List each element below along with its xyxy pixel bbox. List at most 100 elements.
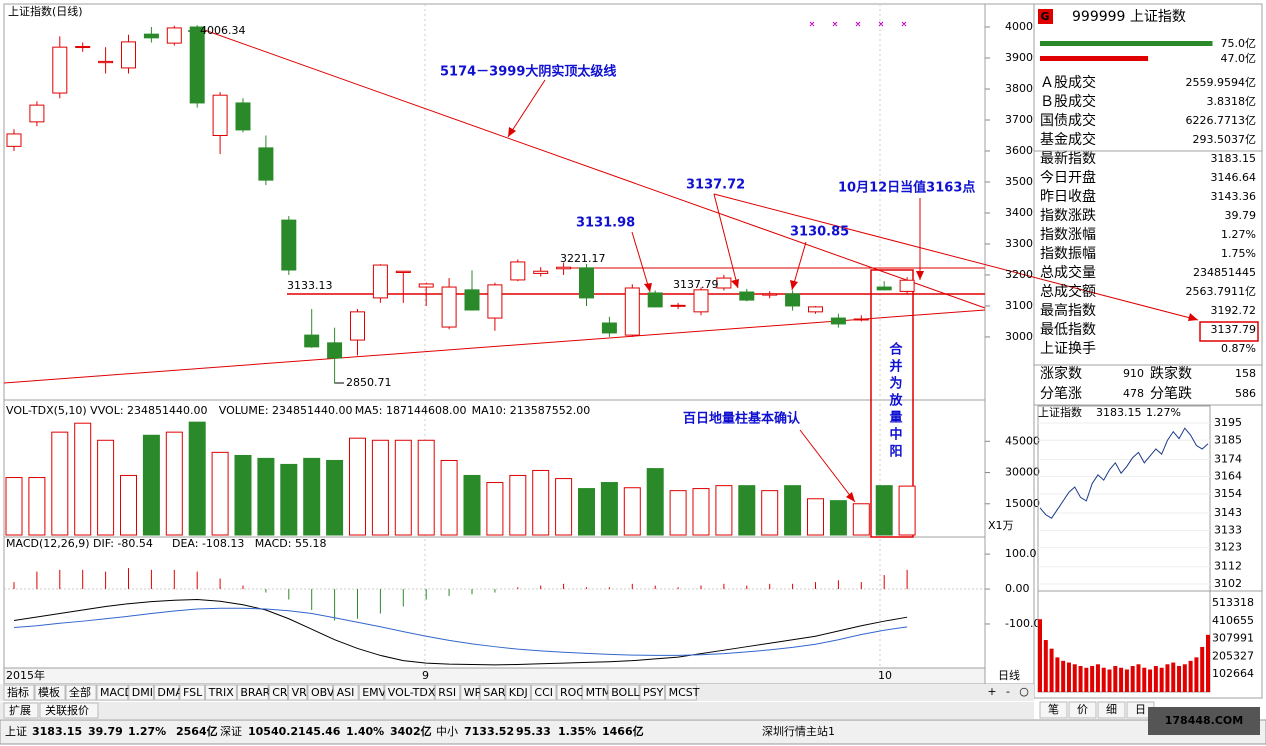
tab[interactable]: WR [464,686,483,699]
quote-value: 6226.7713亿 [1186,114,1257,127]
tab-box[interactable] [384,684,435,701]
tab-box[interactable] [268,684,289,701]
tab-box[interactable] [1068,701,1097,719]
tab-box[interactable] [607,684,640,701]
tab[interactable]: ROC [560,686,584,699]
tab[interactable]: ASI [337,686,355,699]
tab-box[interactable] [358,684,385,701]
status-item: 深证 [220,725,242,738]
y-tick-label: 3195 [1214,416,1242,429]
tab-box[interactable] [128,684,154,701]
flow-bar [1040,41,1213,46]
macd-header: DEA: -108.13 [172,537,244,550]
candle-body [899,279,915,292]
volume-bar [28,477,46,536]
volume-bar [211,451,229,536]
tab[interactable]: 扩展 [9,703,31,717]
tab[interactable]: VR [292,686,308,699]
status-item: 39.79 [88,725,123,738]
tab[interactable]: BRAR [240,686,270,699]
candle-body [52,46,68,94]
arrow-head [790,280,798,290]
arrow-heads [508,127,1198,502]
tab[interactable]: 关联报价 [45,703,89,717]
tab-box[interactable] [479,684,506,701]
zoom-button[interactable]: + [987,685,996,698]
candle-body [258,147,274,181]
tab[interactable]: MTM [586,686,612,699]
tab[interactable]: MACD [100,686,133,699]
tab-box[interactable] [307,684,334,701]
tab[interactable]: FSL [183,686,203,699]
tab-box[interactable] [236,684,269,701]
annotation: 3131.98 [576,216,635,231]
zoom-button[interactable]: ○ [1019,685,1029,698]
tab[interactable]: EMV [362,686,386,699]
volume-bar [463,474,481,536]
candle-body [762,293,778,296]
tab[interactable]: OBV [311,686,335,699]
candle-body [281,219,297,271]
annotation: 3130.85 [790,225,849,240]
volume-bar [578,488,595,536]
tab[interactable]: CR [272,686,288,699]
tab[interactable]: CCI [534,686,553,699]
tab-box[interactable] [582,684,608,701]
candle-body [189,26,205,104]
candle-body [441,286,457,328]
tab-box[interactable] [505,684,531,701]
tab-box[interactable] [288,684,308,701]
tab[interactable]: 日 [1135,703,1146,716]
intraday-volume-bar [1194,657,1199,692]
tab[interactable]: VOL-TDX [388,686,436,699]
candle-body [876,286,892,291]
tab[interactable]: PSY [643,686,664,699]
tab-box[interactable] [65,684,97,701]
candle-body [533,270,549,274]
intraday-volume-bar [1119,667,1124,692]
annotation: 10月12日当值3163点 [838,180,975,196]
quote-value: 3137.79 [1211,323,1257,336]
tab[interactable]: KDJ [509,686,528,699]
tab-box[interactable] [556,684,583,701]
zoom-button[interactable]: - [1006,685,1010,698]
window-title: 上证指数(日线) [8,4,83,18]
tab-box[interactable] [434,684,461,701]
tab-box[interactable] [665,684,697,701]
tab[interactable]: DMA [157,686,183,699]
volume-bar [555,478,573,536]
candle-body [487,284,503,319]
tab-box[interactable] [1097,701,1126,719]
tab-box[interactable] [3,702,39,719]
quote-value: 3146.64 [1211,171,1257,184]
y-tick-label: 3102 [1214,577,1242,590]
tab[interactable]: TRIX [208,686,235,699]
tab-box[interactable] [96,684,129,701]
tab[interactable]: DMI [132,686,153,699]
tab[interactable]: 价 [1077,703,1088,716]
tab[interactable]: BOLL [611,686,640,699]
tab[interactable]: 模板 [38,685,60,699]
quote-value: 3192.72 [1211,304,1257,317]
tab-box[interactable] [333,684,359,701]
tab[interactable]: 全部 [69,685,91,699]
tab-box[interactable] [3,684,35,701]
y-tick-label: 3300 [1005,237,1033,250]
tab-box[interactable] [460,684,480,701]
tab-box[interactable] [39,702,99,719]
tab-box[interactable] [530,684,557,701]
tab[interactable]: SAR [483,686,506,699]
volume-bar [829,500,847,536]
tab-box[interactable] [153,684,180,701]
tab[interactable]: RSI [438,686,456,699]
tab-box[interactable] [1039,701,1068,719]
tab[interactable]: 细 [1106,703,1117,716]
tab-box[interactable] [179,684,206,701]
tab[interactable]: 笔 [1048,702,1059,716]
tab[interactable]: 指标 [7,685,29,699]
tab-box[interactable] [639,684,666,701]
tab-box[interactable] [34,684,66,701]
tab-box[interactable] [205,684,237,701]
tab[interactable]: MCST [669,686,700,699]
y-tick-label: 3600 [1005,144,1033,157]
